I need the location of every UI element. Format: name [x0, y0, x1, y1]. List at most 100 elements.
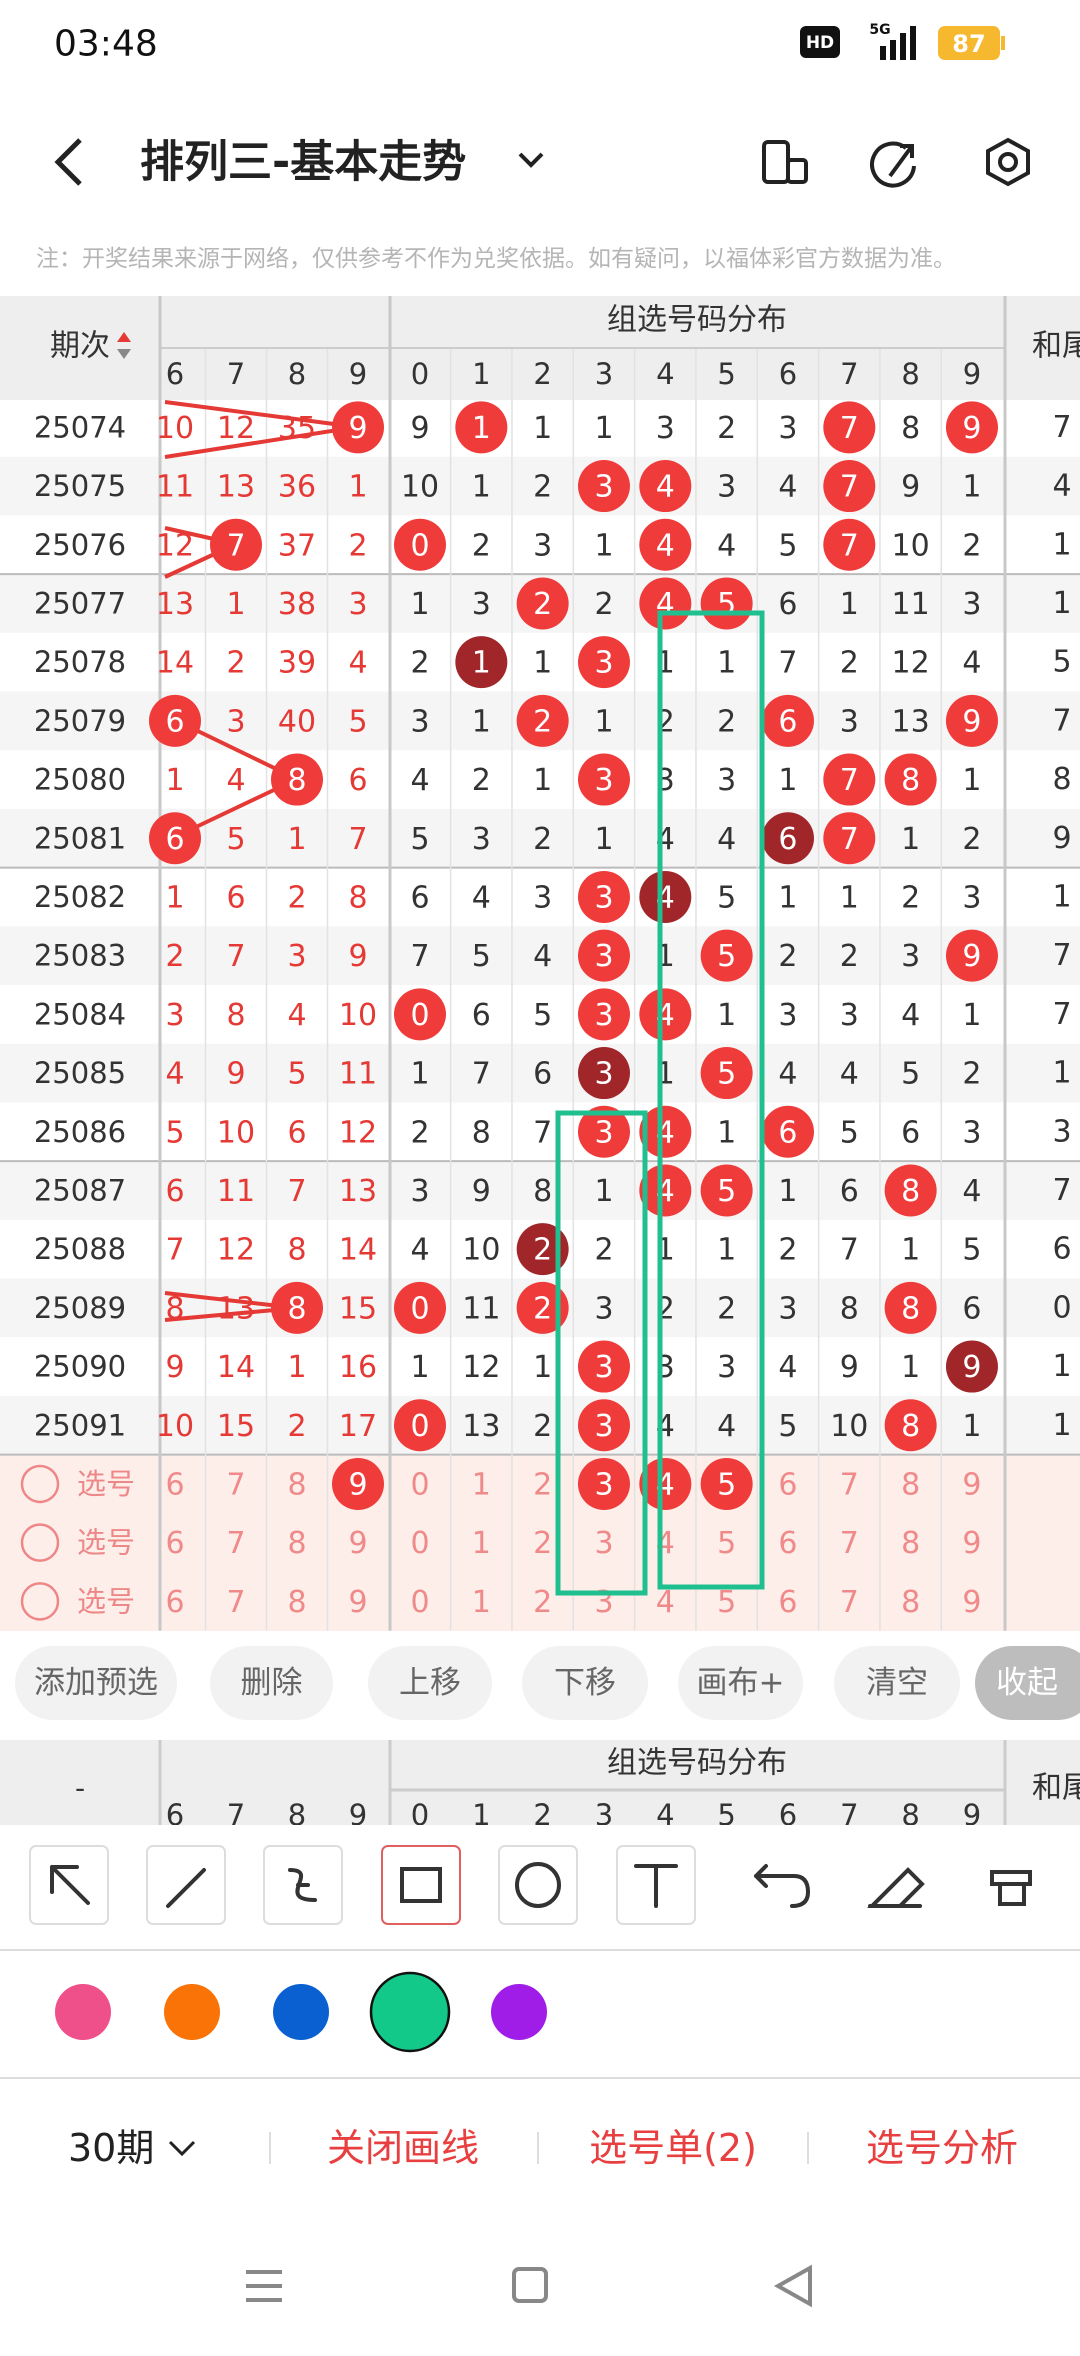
- hit-ball: [577, 1399, 630, 1452]
- cell-value: 7: [533, 1115, 552, 1150]
- cell-value: 8: [901, 1467, 920, 1502]
- color-swatch[interactable]: [273, 1984, 329, 2040]
- share-button[interactable]: [870, 141, 916, 188]
- group-header: 组选号码分布: [607, 303, 787, 338]
- action-button[interactable]: [975, 1646, 1080, 1720]
- tool-clear[interactable]: [990, 1870, 1032, 1906]
- group-digit-header: 0: [411, 357, 429, 391]
- rotate-button[interactable]: [762, 140, 808, 184]
- hit-ball: [823, 401, 876, 454]
- second-dash: -: [75, 1772, 85, 1805]
- tool-text[interactable]: [634, 1864, 678, 1908]
- tool-eraser[interactable]: [867, 1867, 925, 1908]
- cell-value: 13: [462, 1409, 500, 1444]
- cell-value: 4: [656, 470, 675, 505]
- group-digit-header: 3: [595, 1798, 613, 1832]
- action-button[interactable]: [15, 1646, 177, 1720]
- sum-tail: 7: [1052, 1173, 1071, 1208]
- cell-value: 6: [472, 998, 491, 1033]
- cell-value: 3: [348, 587, 367, 622]
- cell-value: 2: [717, 704, 736, 739]
- close-drawing[interactable]: 关闭画线: [327, 2126, 479, 2170]
- cell-value: 36: [278, 470, 316, 505]
- cell-value: 1: [962, 470, 981, 505]
- tool-arrow[interactable]: [50, 1865, 90, 1905]
- cell-value: 9: [962, 704, 981, 739]
- action-button[interactable]: [678, 1646, 803, 1720]
- left-digit-header: 8: [288, 1798, 306, 1832]
- hit-ball: [639, 1457, 692, 1510]
- cell-value: 12: [217, 411, 255, 446]
- hit-ball: [577, 988, 630, 1041]
- tool-line[interactable]: [166, 1868, 206, 1908]
- cell-value: 1: [410, 587, 429, 622]
- action-button-label: 画布+: [697, 1665, 785, 1701]
- cell-value: 8: [226, 998, 245, 1033]
- cell-value: 7: [165, 1233, 184, 1268]
- group-digit-header: 9: [963, 357, 981, 391]
- tool-curve[interactable]: [288, 1868, 317, 1902]
- second-header-bg: [0, 1740, 1080, 1825]
- hit-ball: [761, 812, 814, 865]
- cell-value: 6: [165, 1585, 184, 1620]
- action-button[interactable]: [368, 1646, 492, 1720]
- nav-back[interactable]: [773, 2264, 812, 2308]
- cell-value: 7: [226, 528, 245, 563]
- cell-value: 7: [226, 939, 245, 974]
- hit-ball: [271, 753, 323, 806]
- title-dropdown[interactable]: [518, 152, 544, 168]
- cell-value: 3: [287, 939, 306, 974]
- nav-menu[interactable]: [246, 2270, 282, 2302]
- cell-value: 2: [533, 822, 552, 857]
- cell-value: 3: [594, 1350, 613, 1385]
- color-swatch[interactable]: [491, 1984, 547, 2040]
- sum-tail: 1: [1052, 879, 1071, 914]
- cell-value: 0: [410, 1409, 429, 1444]
- cell-value: 1: [165, 763, 184, 798]
- color-swatch[interactable]: [369, 1971, 451, 2053]
- battery-tip: [1001, 36, 1005, 50]
- selection-analysis[interactable]: 选号分析: [866, 2126, 1018, 2170]
- select-radio[interactable]: [20, 1582, 60, 1621]
- select-radio[interactable]: [20, 1523, 60, 1562]
- action-button[interactable]: [210, 1646, 333, 1720]
- cell-value: 4: [656, 1585, 675, 1620]
- cell-value: 3: [594, 939, 613, 974]
- cell-value: 0: [410, 1467, 429, 1502]
- action-button[interactable]: [522, 1646, 648, 1720]
- cell-value: 6: [901, 1115, 920, 1150]
- cell-value: 1: [410, 1057, 429, 1092]
- cell-value: 8: [287, 1526, 306, 1561]
- select-radio[interactable]: [20, 1464, 60, 1504]
- settings-button[interactable]: [986, 137, 1030, 187]
- period-header[interactable]: 期次: [50, 329, 110, 364]
- cell-value: 16: [339, 1350, 377, 1385]
- action-button[interactable]: [834, 1646, 960, 1720]
- hit-ball: [945, 1340, 998, 1393]
- cell-value: 1: [778, 880, 797, 915]
- nav-home[interactable]: [512, 2267, 548, 2303]
- color-swatch[interactable]: [55, 1984, 111, 2040]
- cell-value: 2: [287, 1409, 306, 1444]
- group-digit-header: 1: [472, 357, 490, 391]
- cell-value: 2: [840, 939, 859, 974]
- tool-circle[interactable]: [515, 1862, 561, 1908]
- cell-value: 4: [472, 880, 491, 915]
- cell-value: 3: [778, 411, 797, 446]
- period-select[interactable]: 30期: [68, 2126, 154, 2170]
- hit-ball: [823, 812, 876, 865]
- cell-value: 5: [717, 1467, 736, 1502]
- cell-value: 1: [717, 998, 736, 1033]
- tool-rectangle[interactable]: [400, 1867, 442, 1903]
- cell-value: 4: [165, 1057, 184, 1092]
- color-swatch[interactable]: [164, 1984, 220, 2040]
- tool-undo[interactable]: [754, 1864, 811, 1908]
- back-button[interactable]: [54, 138, 82, 186]
- cell-value: 4: [717, 1409, 736, 1444]
- selection-list[interactable]: 选号单(2): [589, 2126, 757, 2170]
- cell-value: 2: [778, 939, 797, 974]
- hit-ball: [700, 1457, 753, 1510]
- cell-value: 7: [226, 1585, 245, 1620]
- cell-value: 12: [462, 1350, 500, 1385]
- cell-value: 1: [594, 411, 613, 446]
